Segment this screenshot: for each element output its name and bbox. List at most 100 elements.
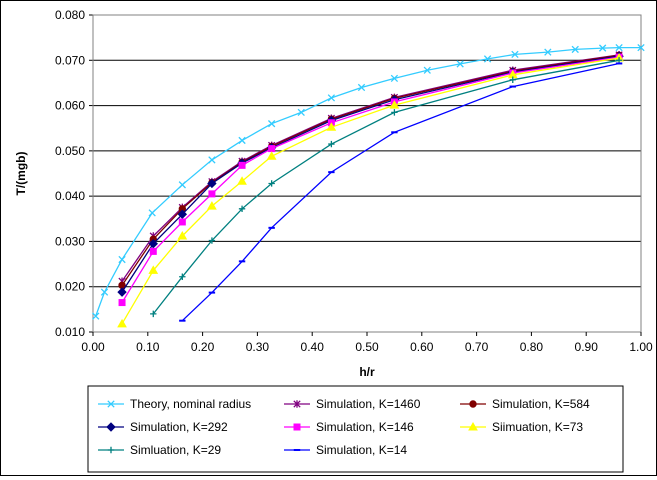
x-tick-label: 0.60 (410, 340, 434, 354)
data-point (149, 247, 157, 255)
legend-label: Simulation, K=146 (316, 420, 414, 434)
legend-label: Simulation, K=292 (130, 420, 228, 434)
y-tick-label: 0.020 (55, 280, 85, 294)
data-point (326, 122, 337, 131)
data-point (237, 176, 247, 185)
x-tick-label: 1.00 (629, 340, 653, 354)
x-tick-label: 0.70 (465, 340, 489, 354)
data-point (571, 45, 579, 54)
data-point (117, 318, 127, 328)
data-point (118, 299, 126, 307)
legend-marker (468, 421, 478, 431)
x-tick-label: 0.90 (575, 340, 599, 354)
data-point (178, 181, 186, 189)
x-tick-label: 0.00 (81, 340, 105, 354)
data-point (615, 43, 623, 52)
series-line (121, 54, 620, 286)
series-line (152, 59, 620, 315)
y-tick-label: 0.080 (55, 8, 85, 22)
series-5 (118, 53, 623, 307)
data-point (391, 109, 398, 116)
legend-marker (106, 422, 116, 432)
data-point (178, 218, 186, 226)
data-point (615, 57, 623, 64)
series-line (121, 55, 620, 293)
data-point (177, 230, 188, 240)
legend-item: Simulation, K=584 (460, 397, 590, 411)
legend-marker (293, 423, 301, 431)
plot-layer: 0.010 0.020 0.030 0.040 0.050 0.060 0.070 0.080… (55, 8, 653, 354)
legend-label: Simulation, K=584 (492, 397, 590, 411)
data-point (238, 205, 246, 213)
data-point (637, 43, 645, 52)
data-point (118, 255, 126, 264)
data-point (267, 120, 276, 128)
legend-item: Simulation, K=146 (284, 420, 414, 434)
plot-border (92, 14, 642, 333)
legend-item: Simulation, K=1460 (284, 397, 421, 411)
data-point (483, 55, 492, 63)
legend-marker (469, 400, 477, 408)
data-point (268, 180, 275, 187)
x-tick-label: 0.20 (191, 340, 215, 354)
data-point (92, 312, 100, 320)
series-line (121, 54, 620, 282)
legend-item: Simluation, K=29 (98, 443, 221, 457)
y-tick-label: 0.070 (55, 53, 85, 67)
series-line (121, 57, 620, 325)
series-4 (117, 51, 624, 297)
series-6 (117, 53, 624, 328)
data-point (177, 209, 188, 219)
data-point (148, 209, 156, 217)
data-point (148, 265, 159, 274)
data-point (357, 83, 366, 92)
legend-item: Siimuation, K=73 (460, 420, 583, 434)
x-tick-label: 0.30 (246, 340, 270, 354)
x-tick-label: 0.40 (301, 340, 325, 354)
series-2 (118, 51, 623, 286)
data-point (117, 287, 127, 297)
data-point (423, 66, 431, 74)
series-7 (150, 57, 623, 318)
y-tick-label: 0.040 (55, 189, 85, 203)
data-point (268, 145, 276, 153)
series-1 (92, 43, 645, 320)
data-point (238, 136, 246, 145)
x-tick-label: 0.80 (520, 340, 544, 354)
y-tick-label: 0.030 (55, 234, 85, 248)
data-point (179, 273, 186, 280)
series-line (121, 56, 620, 303)
data-point (208, 190, 216, 198)
legend-label: Simluation, K=29 (130, 443, 221, 457)
data-point (266, 151, 277, 160)
legend-marker (293, 400, 301, 408)
legend-marker (107, 446, 115, 454)
legend-item: Simulation, K=292 (98, 420, 228, 434)
data-point (207, 178, 217, 189)
data-point (327, 94, 336, 102)
legend-box (87, 385, 624, 473)
x-axis-label: h/r (359, 365, 375, 379)
series-8 (179, 62, 623, 322)
legend-label: Simulation, K=14 (316, 443, 407, 457)
y-tick-label: 0.050 (55, 144, 85, 158)
data-point (208, 156, 216, 164)
legend-label: Theory, nominal radius (130, 397, 251, 411)
legend-item: Simulation, K=14 (284, 443, 407, 457)
y-axis-label: T/(mgb) (14, 152, 28, 196)
data-point (297, 108, 305, 117)
series-3 (118, 51, 623, 290)
data-point (390, 74, 399, 83)
data-point (389, 100, 400, 109)
legend-label: Simulation, K=1460 (316, 397, 421, 411)
x-tick-label: 0.10 (136, 340, 160, 354)
data-point (598, 44, 607, 52)
data-point (100, 288, 109, 296)
data-point (207, 201, 217, 210)
data-point (150, 310, 157, 318)
series-line (181, 62, 620, 322)
data-point (456, 60, 464, 68)
series-line (95, 46, 641, 317)
